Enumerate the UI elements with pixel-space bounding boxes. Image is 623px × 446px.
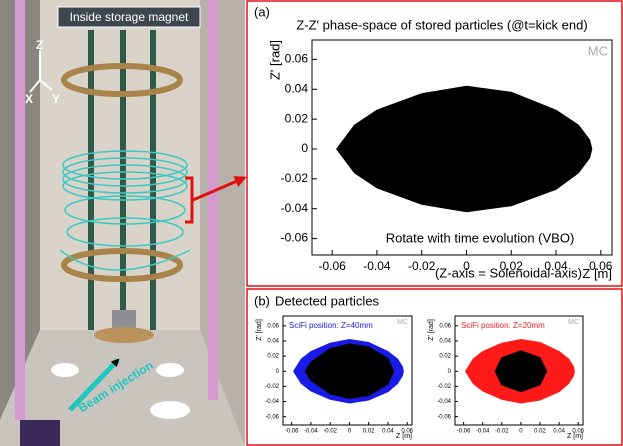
hole: [156, 363, 184, 377]
render-image: Inside storage magnet Z X Y Beam injecti…: [0, 0, 247, 446]
y-tick-label: 0.06: [267, 323, 279, 329]
x-axis-label: Z [m]: [567, 433, 583, 440]
annotation: Rotate with time evolution (VBO): [386, 230, 575, 245]
axis-y: Y: [52, 92, 60, 106]
floor: [0, 330, 245, 446]
watermark: MC: [397, 319, 408, 326]
y-tick-label: 0: [276, 369, 280, 375]
y-axis-label: Z' [rad]: [256, 319, 263, 341]
particle-region: [494, 350, 548, 393]
x-tick-label: 0: [348, 429, 352, 435]
injector: [20, 420, 60, 446]
bracket: [185, 176, 194, 224]
particle-region: [304, 343, 395, 400]
panel-label: (a): [254, 4, 270, 19]
x-tick-label: 0.06: [589, 259, 613, 273]
pink-post: [15, 0, 25, 420]
panel-label: (b): [254, 293, 270, 308]
x-tick-label: 0.04: [544, 259, 568, 273]
y-tick-label: -0.06: [437, 414, 451, 420]
y-tick-label: 0.04: [267, 339, 279, 345]
y-tick-label: 0.02: [267, 354, 279, 360]
annotation: SciFi position: Z=20mm: [461, 321, 545, 330]
ring: [61, 63, 183, 97]
x-tick-label: 0.06: [401, 429, 413, 435]
hole: [150, 401, 190, 419]
y-tick-label: 0: [448, 369, 452, 375]
base: [94, 327, 154, 343]
annotation: (Z-axis = Solenoidal-axis): [435, 265, 582, 280]
y-tick-label: -0.04: [265, 399, 279, 405]
y-axis-label: Z' [rad]: [267, 40, 282, 80]
caption: Inside storage magnet: [70, 10, 189, 24]
y-tick-label: 0.06: [285, 52, 309, 66]
x-tick-label: -0.04: [476, 429, 490, 435]
x-tick-label: 0.04: [382, 429, 394, 435]
y-tick-label: 0.06: [439, 323, 451, 329]
caption-box: [57, 6, 201, 28]
y-tick-label: -0.06: [265, 414, 279, 420]
x-tick-label: 0: [463, 259, 470, 273]
rod: [88, 30, 94, 330]
x-tick-label: 0.02: [363, 429, 375, 435]
y-tick-label: 0: [301, 141, 308, 155]
panel-a-frame: [246, 0, 623, 287]
y-tick-label: 0.02: [285, 111, 309, 125]
x-tick-label: -0.04: [363, 259, 391, 273]
x-axis-label: Z [m]: [396, 433, 412, 440]
watermark: MC: [568, 319, 579, 326]
ring: [61, 248, 183, 282]
axis-z: Z: [36, 38, 43, 52]
x-tick-label: 0.02: [534, 429, 546, 435]
panel-title: Detected particles: [275, 293, 380, 308]
x-tick-label: 0.06: [572, 429, 584, 435]
panel-b-frame: [246, 288, 623, 446]
y-tick-label: -0.02: [265, 384, 279, 390]
x-tick-label: -0.06: [318, 259, 346, 273]
x-tick-label: -0.02: [408, 259, 436, 273]
x-tick-label: -0.04: [304, 429, 318, 435]
y-tick-label: 0.04: [439, 339, 451, 345]
pink-post: [208, 0, 218, 400]
y-axis-label: Z' [rad]: [428, 319, 435, 341]
x-tick-label: -0.06: [457, 429, 471, 435]
x-axis-label: Z [m]: [582, 266, 612, 281]
beam-arrow: [68, 358, 120, 412]
rod: [120, 30, 126, 330]
annotation: SciFi position: Z=40mm: [289, 321, 373, 330]
x-tick-label: -0.02: [495, 429, 509, 435]
particle-region: [336, 85, 593, 213]
axis-x: X: [25, 92, 33, 106]
y-tick-label: -0.06: [281, 231, 309, 245]
x-tick-label: -0.02: [323, 429, 337, 435]
rod: [150, 30, 156, 330]
chart-title: Z-Z' phase-space of stored particles (@t…: [296, 17, 587, 32]
y-tick-label: 0.02: [439, 354, 451, 360]
x-tick-label: -0.06: [285, 429, 299, 435]
y-tick-label: 0.04: [285, 81, 309, 95]
x-tick-label: 0.02: [500, 259, 524, 273]
watermark: MC: [588, 43, 608, 58]
x-tick-label: 0: [519, 429, 523, 435]
y-tick-label: -0.02: [281, 171, 309, 185]
pointer-arrow: [192, 176, 247, 202]
x-tick-label: 0.04: [553, 429, 565, 435]
y-tick-label: -0.04: [437, 399, 451, 405]
axes-triad: [29, 50, 53, 93]
y-tick-label: -0.02: [437, 384, 451, 390]
hole: [51, 363, 79, 377]
y-tick-label: -0.04: [281, 201, 309, 215]
